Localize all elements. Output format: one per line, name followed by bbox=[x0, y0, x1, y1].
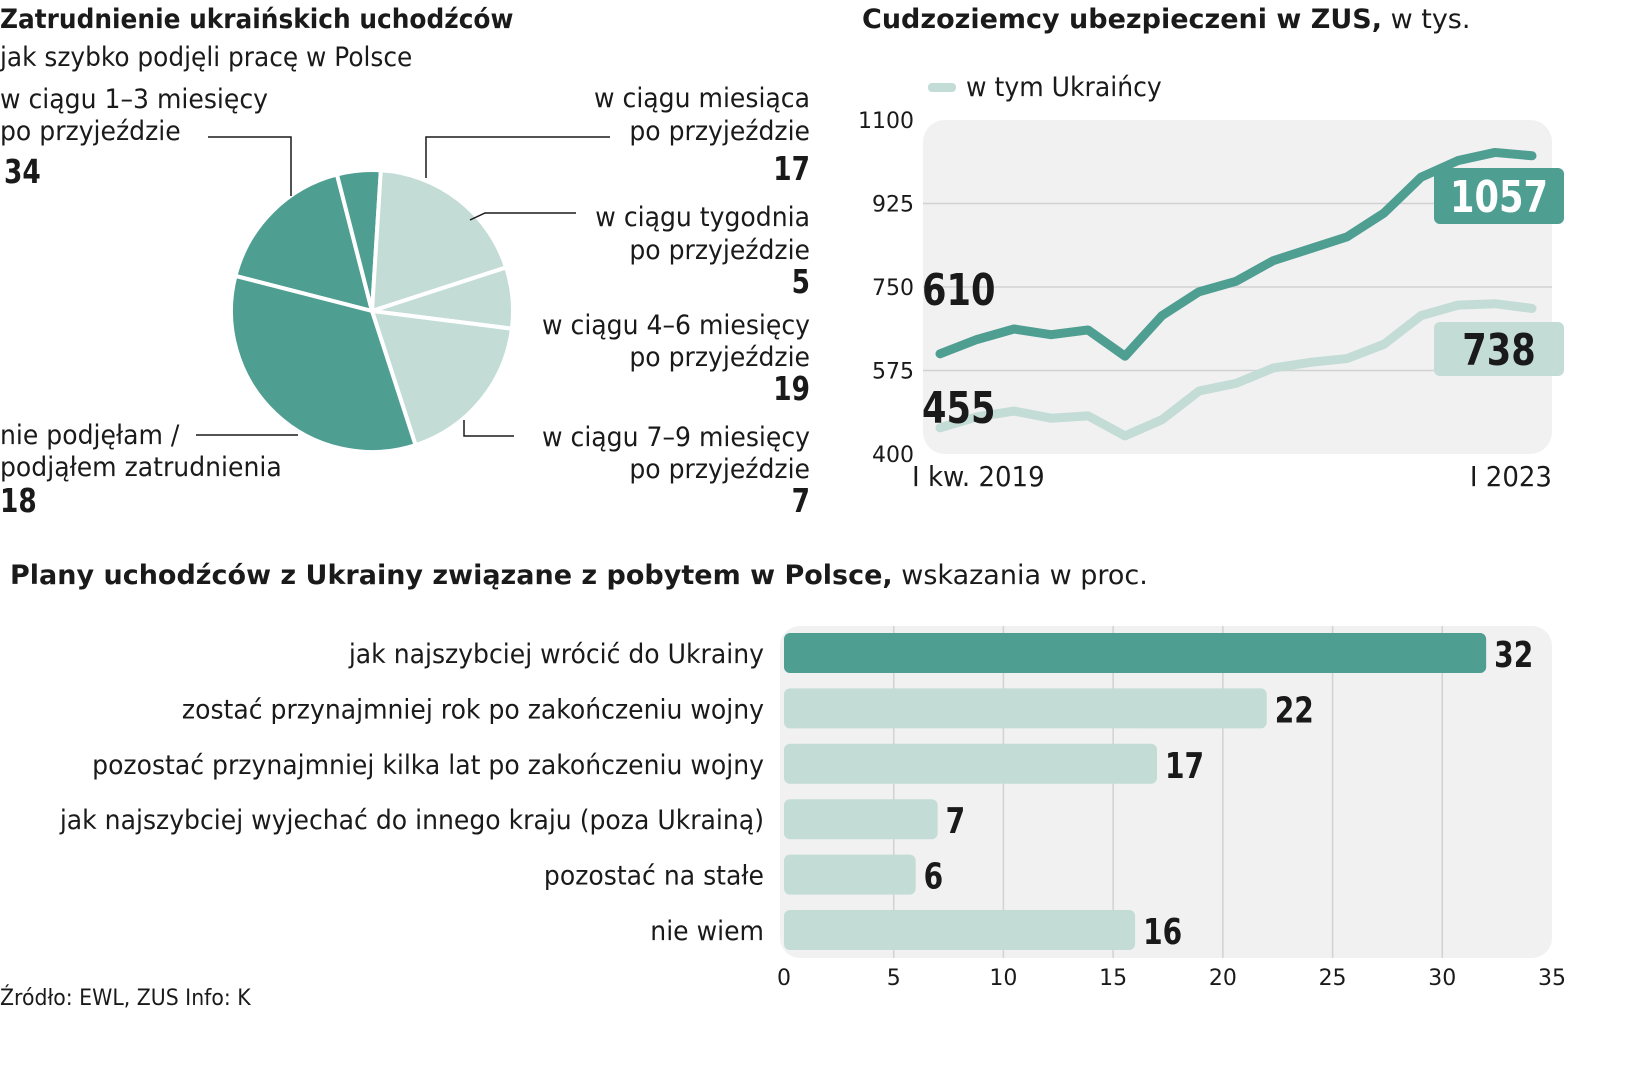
bar-title-bold: Plany uchodźców z Ukrainy związane z pob… bbox=[10, 560, 893, 591]
bar-value-label-3: 7 bbox=[946, 800, 966, 842]
bar-value-label-5: 16 bbox=[1143, 911, 1182, 953]
bar-category-5: nie wiem bbox=[650, 916, 764, 947]
pie-label-1-line1: w ciągu tygodnia bbox=[595, 202, 810, 233]
bar-title: Plany uchodźców z Ukrainy związane z pob… bbox=[10, 560, 1148, 591]
pie-label-2-line1: w ciągu 4–6 miesięcy bbox=[542, 310, 810, 341]
line-title-bold: Cudzoziemcy ubezpieczeni w ZUS, bbox=[862, 4, 1382, 35]
pie-slice-0 bbox=[232, 171, 375, 314]
bar-category-3: jak najszybciej wyjechać do innego kraju… bbox=[59, 805, 764, 836]
bar-xtick-7: 35 bbox=[1538, 966, 1566, 991]
bar-0 bbox=[784, 633, 1487, 673]
bar-value-label-1: 22 bbox=[1275, 689, 1314, 731]
line-ytick-1: 925 bbox=[872, 193, 914, 218]
pie-label-2-value: 19 bbox=[773, 370, 810, 409]
line-title-suffix: w tys. bbox=[1382, 4, 1470, 35]
line-series-0-last-box bbox=[1434, 168, 1564, 224]
bar-category-0: jak najszybciej wrócić do Ukrainy bbox=[348, 639, 764, 670]
pie-label-3-value: 7 bbox=[792, 482, 810, 521]
bar-xtick-1: 5 bbox=[887, 966, 901, 991]
line-ytick-2: 750 bbox=[872, 276, 914, 301]
line-legend-swatch bbox=[928, 83, 956, 92]
pie-label-0-line1: w ciągu miesiąca bbox=[594, 83, 810, 114]
bar-3 bbox=[784, 799, 938, 840]
bar-category-2: pozostać przynajmniej kilka lat po zakoń… bbox=[92, 750, 764, 781]
bar-xtick-2: 10 bbox=[989, 966, 1017, 991]
bar-category-4: pozostać na stałe bbox=[544, 861, 764, 892]
pie-label-5-value: 34 bbox=[4, 153, 41, 192]
line-series-0-last-label: 1057 bbox=[1450, 172, 1548, 223]
pie-label-2-line2: po przyjeździe bbox=[629, 342, 810, 373]
pie-label-4-line1: nie podjęłam / bbox=[0, 420, 180, 451]
line-ytick-4: 400 bbox=[872, 443, 914, 468]
pie-slice-5 bbox=[229, 273, 419, 454]
bar-xtick-3: 15 bbox=[1099, 966, 1127, 991]
pie-label-0-line2: po przyjeździe bbox=[629, 116, 810, 147]
pie-slice-4 bbox=[369, 308, 515, 448]
pie-label-3-line1: w ciągu 7–9 miesięcy bbox=[542, 422, 810, 453]
bar-xtick-4: 20 bbox=[1209, 966, 1237, 991]
line-series-0-first-label: 610 bbox=[922, 265, 995, 316]
bar-plot-panel bbox=[780, 626, 1552, 958]
bar-value-label-4: 6 bbox=[924, 855, 944, 897]
bar-value-label-0: 32 bbox=[1494, 634, 1533, 676]
source-note: Źródło: EWL, ZUS Info: K bbox=[0, 984, 252, 1011]
line-x-first-label: I kw. 2019 bbox=[912, 461, 1045, 493]
line-series-1-last-box bbox=[1434, 322, 1564, 376]
pie-label-4-line2: podjąłem zatrudnienia bbox=[0, 452, 282, 483]
pie-label-5-line1: w ciągu 1–3 miesięcy bbox=[0, 84, 268, 115]
bar-value-label-2: 17 bbox=[1165, 744, 1204, 786]
pie-title: Zatrudnienie ukraińskich uchodźców bbox=[0, 4, 513, 35]
bar-xtick-6: 30 bbox=[1428, 966, 1456, 991]
pie-label-1-value: 5 bbox=[792, 263, 810, 302]
pie-label-0-value: 17 bbox=[773, 150, 810, 189]
bar-category-1: zostać przynajmniej rok po zakończeniu w… bbox=[182, 695, 764, 726]
bar-1 bbox=[784, 688, 1267, 729]
pie-leader-3 bbox=[463, 420, 514, 437]
line-series-1 bbox=[935, 299, 1537, 441]
line-ytick-3: 575 bbox=[872, 360, 914, 385]
line-series-0b-first-label: 455 bbox=[922, 383, 995, 434]
bar-title-suffix: wskazania w proc. bbox=[893, 560, 1148, 591]
line-title: Cudzoziemcy ubezpieczeni w ZUS, w tys. bbox=[862, 4, 1470, 35]
bar-4 bbox=[784, 854, 916, 895]
pie-leader-5 bbox=[208, 136, 292, 196]
line-ytick-0: 1100 bbox=[858, 109, 914, 134]
bar-xtick-0: 0 bbox=[777, 966, 791, 991]
pie-label-5-line2: po przyjeździe bbox=[0, 116, 181, 147]
line-series-0 bbox=[935, 147, 1537, 361]
bar-xtick-5: 25 bbox=[1319, 966, 1347, 991]
line-x-last-label: I 2023 bbox=[1470, 461, 1552, 493]
pie-slice-2 bbox=[369, 168, 509, 314]
line-series-1-last-label: 738 bbox=[1462, 325, 1535, 376]
line-legend-label: w tym Ukraińcy bbox=[966, 72, 1162, 103]
pie-label-3-line2: po przyjeździe bbox=[629, 454, 810, 485]
pie-leader-1 bbox=[469, 212, 576, 221]
pie-label-4-value: 18 bbox=[0, 482, 37, 521]
bar-2 bbox=[784, 743, 1158, 784]
pie-subtitle: jak szybko podjęli pracę w Polsce bbox=[0, 42, 412, 73]
bar-5 bbox=[784, 910, 1136, 950]
pie-label-1-line2: po przyjeździe bbox=[629, 235, 810, 266]
pie-leader-0 bbox=[425, 136, 610, 178]
